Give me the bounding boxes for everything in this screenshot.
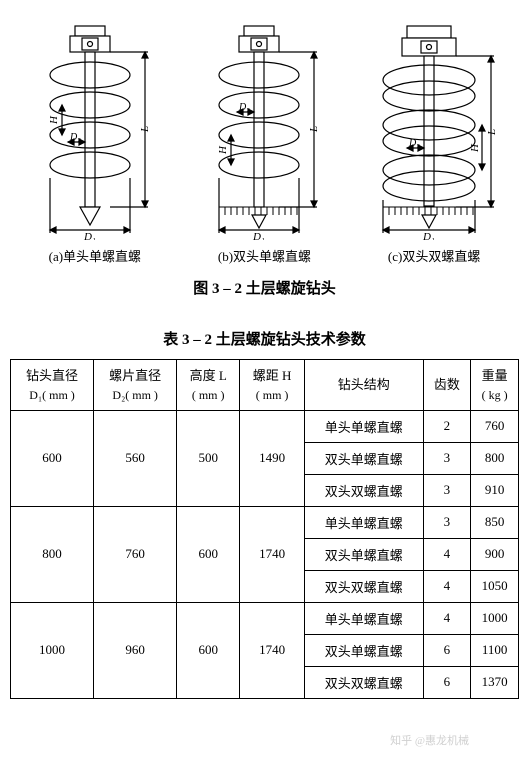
cell-teeth: 4 <box>423 538 471 570</box>
cell-structure: 单头单螺直螺 <box>305 602 424 634</box>
cell-height_l: 500 <box>177 410 240 506</box>
svg-text:L: L <box>486 129 498 136</box>
diagram-b-caption: (b)双头单螺直螺 <box>218 246 311 265</box>
watermark: 知乎 @惠龙机械 <box>390 732 469 748</box>
cell-teeth: 6 <box>423 634 471 666</box>
auger-diagram-c: L H D₂ D₁ <box>359 20 509 240</box>
table-row: 10009606001740单头单螺直螺41000 <box>11 602 519 634</box>
cell-structure: 双头单螺直螺 <box>305 634 424 666</box>
svg-text:H: H <box>48 115 60 125</box>
cell-structure: 双头双螺直螺 <box>305 474 424 506</box>
cell-structure: 双头双螺直螺 <box>305 666 424 698</box>
diagram-b: L H D₂ D₁ (b)双头单螺直螺 <box>189 20 339 265</box>
diagram-a-caption: (a)单头单螺直螺 <box>49 246 141 265</box>
table-row: 6005605001490单头单螺直螺2760 <box>11 410 519 442</box>
figure-title: 图 3 – 2 土层螺旋钻头 <box>10 277 519 298</box>
svg-text:H: H <box>469 143 481 153</box>
cell-d1: 1000 <box>11 602 94 698</box>
cell-weight: 1100 <box>471 634 519 666</box>
diagram-c: L H D₂ D₁ (c)双头双螺直螺 <box>359 20 509 265</box>
diagrams-row: L H D₂ D₁ (a)单头单螺直螺 <box>10 20 519 265</box>
cell-teeth: 6 <box>423 666 471 698</box>
svg-text:L: L <box>308 126 320 133</box>
table-header-row: 钻头直径D₁( mm ) 螺片直径D₂( mm ) 高度 L( mm ) 螺距 … <box>11 360 519 411</box>
th-teeth: 齿数 <box>423 360 471 411</box>
table-title: 表 3 – 2 土层螺旋钻头技术参数 <box>10 328 519 349</box>
cell-structure: 双头单螺直螺 <box>305 442 424 474</box>
cell-d1: 600 <box>11 410 94 506</box>
cell-weight: 1370 <box>471 666 519 698</box>
parameters-table: 钻头直径D₁( mm ) 螺片直径D₂( mm ) 高度 L( mm ) 螺距 … <box>10 359 519 699</box>
table-row: 8007606001740单头单螺直螺3850 <box>11 506 519 538</box>
svg-text:D₂: D₂ <box>69 132 81 143</box>
cell-weight: 800 <box>471 442 519 474</box>
cell-weight: 760 <box>471 410 519 442</box>
cell-d2: 560 <box>94 410 177 506</box>
cell-pitch_h: 1740 <box>240 506 305 602</box>
cell-weight: 1050 <box>471 570 519 602</box>
cell-teeth: 3 <box>423 506 471 538</box>
svg-text:H: H <box>217 145 229 155</box>
th-l: 高度 L( mm ) <box>177 360 240 411</box>
cell-weight: 850 <box>471 506 519 538</box>
cell-teeth: 4 <box>423 570 471 602</box>
cell-structure: 单头单螺直螺 <box>305 410 424 442</box>
auger-diagram-b: L H D₂ D₁ <box>189 20 339 240</box>
cell-structure: 单头单螺直螺 <box>305 506 424 538</box>
diagram-a: L H D₂ D₁ (a)单头单螺直螺 <box>20 20 170 265</box>
svg-text:D₁: D₁ <box>422 231 435 240</box>
cell-teeth: 3 <box>423 442 471 474</box>
svg-text:D₂: D₂ <box>408 138 420 149</box>
th-structure: 钻头结构 <box>305 360 424 411</box>
cell-height_l: 600 <box>177 602 240 698</box>
cell-weight: 910 <box>471 474 519 506</box>
cell-teeth: 4 <box>423 602 471 634</box>
svg-text:D₁: D₁ <box>83 231 96 240</box>
cell-d1: 800 <box>11 506 94 602</box>
cell-d2: 760 <box>94 506 177 602</box>
cell-d2: 960 <box>94 602 177 698</box>
cell-structure: 双头单螺直螺 <box>305 538 424 570</box>
th-weight: 重量( kg ) <box>471 360 519 411</box>
cell-teeth: 2 <box>423 410 471 442</box>
th-h: 螺距 H( mm ) <box>240 360 305 411</box>
svg-text:D₂: D₂ <box>238 102 250 113</box>
cell-structure: 双头双螺直螺 <box>305 570 424 602</box>
cell-teeth: 3 <box>423 474 471 506</box>
svg-text:L: L <box>139 126 151 133</box>
cell-height_l: 600 <box>177 506 240 602</box>
cell-pitch_h: 1740 <box>240 602 305 698</box>
cell-weight: 1000 <box>471 602 519 634</box>
cell-weight: 900 <box>471 538 519 570</box>
auger-diagram-a: L H D₂ D₁ <box>20 20 170 240</box>
th-d1: 钻头直径D₁( mm ) <box>11 360 94 411</box>
cell-pitch_h: 1490 <box>240 410 305 506</box>
th-d2: 螺片直径D₂( mm ) <box>94 360 177 411</box>
diagram-c-caption: (c)双头双螺直螺 <box>388 246 480 265</box>
svg-text:D₁: D₁ <box>252 231 265 240</box>
